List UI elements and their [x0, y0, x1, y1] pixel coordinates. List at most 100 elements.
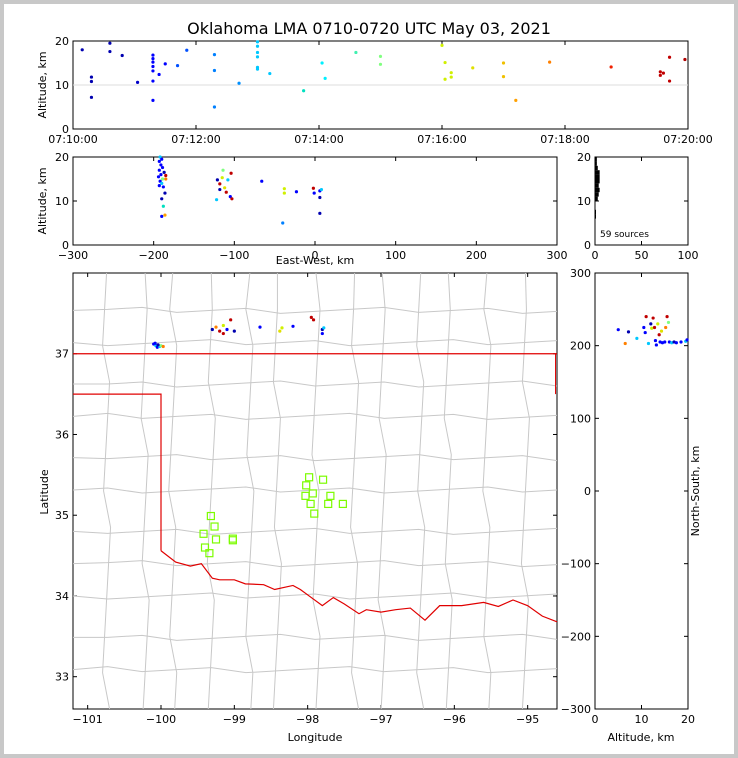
ew_height-source-point: [224, 190, 228, 194]
time_height-source-point: [449, 71, 453, 75]
ew_height-source-point: [160, 177, 165, 181]
ew_height-source-point: [319, 187, 324, 192]
time_height-source-point: [667, 55, 672, 59]
county-line: [206, 272, 216, 710]
time_height-source-point: [609, 65, 613, 69]
ew-height-frame: [72, 156, 558, 246]
ns_height-xtick-label: 0: [592, 713, 599, 726]
plan-xtick-label: −101: [73, 713, 103, 726]
plan-xlabel: Longitude: [288, 731, 343, 744]
time_height-source-point: [108, 49, 112, 54]
time_height-source-point: [255, 55, 260, 59]
ns_height-source-point: [650, 326, 654, 330]
time_height-source-point: [255, 40, 260, 44]
ns_height-source-point: [674, 341, 678, 345]
plan-source-point: [214, 325, 218, 329]
plan-ylabel: Latitude: [38, 469, 51, 515]
ew_height-source-point: [318, 195, 322, 200]
time_height-source-point: [443, 60, 447, 65]
ew_height-source-point: [157, 159, 161, 163]
histogram-bar: [595, 196, 598, 201]
ns_height-source-point: [652, 325, 657, 330]
time_height-source-point: [212, 105, 217, 109]
ns_height-ytick-label: −200: [561, 630, 591, 643]
histogram-ytick-label: 20: [577, 151, 591, 164]
ns-ylabel: North-South, km: [689, 446, 702, 537]
ew_height-source-point: [260, 179, 264, 183]
ns_height-source-point: [685, 338, 689, 342]
ns_height-ytick-label: 0: [584, 485, 591, 498]
time_height-source-point: [151, 64, 155, 69]
plan-source-point: [225, 327, 229, 332]
ew_height-source-point: [311, 186, 315, 190]
ew_height-source-point: [158, 155, 162, 159]
time_height-source-point: [658, 73, 662, 77]
ew_height-source-point: [214, 198, 219, 202]
station-marker: [200, 543, 210, 552]
plan-source-point: [156, 343, 160, 347]
time_height-source-point: [157, 72, 161, 77]
ew_height-source-point: [215, 178, 219, 182]
histogram-bar: [595, 165, 598, 171]
ew_height-source-point: [229, 171, 233, 175]
plan-xtick-label: −98: [296, 713, 319, 726]
county-line: [72, 527, 558, 535]
time_height-xtick-label: 07:14:00: [294, 133, 343, 146]
time_height-source-point: [661, 71, 666, 75]
station-marker: [228, 536, 237, 545]
figure: Oklahoma LMA 0710-0720 UTC May 03, 2021 …: [4, 4, 734, 754]
histogram-bar: [595, 209, 596, 215]
plan-view-frame: [72, 272, 558, 710]
histogram-bar: [595, 183, 599, 188]
station-marker: [326, 491, 335, 500]
county-line: [72, 306, 558, 314]
plan-source-point: [258, 325, 262, 329]
time_height-source-point: [151, 79, 155, 83]
ew_height-ytick-label: 10: [55, 195, 69, 208]
ew_height-source-point: [157, 184, 161, 188]
time_height-source-point: [89, 79, 94, 84]
station-marker: [324, 499, 333, 509]
time_height-source-point: [151, 98, 155, 102]
plan-source-point: [309, 315, 313, 320]
ns_height-ytick-label: 200: [570, 340, 591, 353]
time_height-source-point: [80, 48, 84, 52]
ns_height-xtick-label: 10: [635, 713, 649, 726]
ns_height-ytick-label: −100: [561, 558, 591, 571]
ew_height-source-point: [226, 178, 230, 182]
ew_height-xtick-label: 0: [312, 249, 319, 262]
ew_height-source-point: [281, 221, 285, 225]
time-height-ylabel: Altitude, km: [36, 51, 49, 118]
ew_height-xtick-label: −200: [139, 249, 169, 262]
ew_height-source-point: [160, 157, 164, 161]
county-line: [350, 272, 360, 710]
ew_height-xtick-label: −100: [219, 249, 249, 262]
ew_height-source-point: [161, 185, 165, 189]
ns_height-source-point: [649, 322, 653, 326]
time_height-xtick-label: 07:20:00: [663, 133, 712, 146]
histogram-bar: [595, 161, 597, 166]
ew_height-source-point: [282, 191, 286, 195]
ew_height-source-point: [218, 187, 222, 192]
plan-source-point: [311, 318, 316, 322]
ns_height-ytick-label: 100: [570, 412, 591, 425]
ew_height-source-point: [164, 177, 168, 181]
chart-title: Oklahoma LMA 0710-0720 UTC May 03, 2021: [187, 19, 551, 38]
histogram-xtick-label: 0: [592, 249, 599, 262]
station-marker: [211, 535, 221, 544]
ns_height-source-point: [659, 329, 664, 333]
time_height-source-point: [163, 62, 167, 66]
plan-source-point: [221, 331, 225, 336]
plan-view-panel: Latitude Longitude: [38, 272, 558, 744]
ns_height-source-point: [654, 343, 658, 347]
ew_height-source-point: [228, 195, 232, 199]
plan-source-point: [322, 326, 326, 330]
time_height-source-point: [120, 53, 124, 58]
station-marker: [310, 509, 319, 518]
time_height-source-point: [449, 75, 453, 79]
county-line: [102, 272, 112, 710]
ns_height-source-point: [679, 340, 683, 344]
ns_height-source-point: [623, 341, 627, 346]
histogram-ytick-label: 0: [584, 239, 591, 252]
time_height-source-point: [378, 62, 383, 66]
